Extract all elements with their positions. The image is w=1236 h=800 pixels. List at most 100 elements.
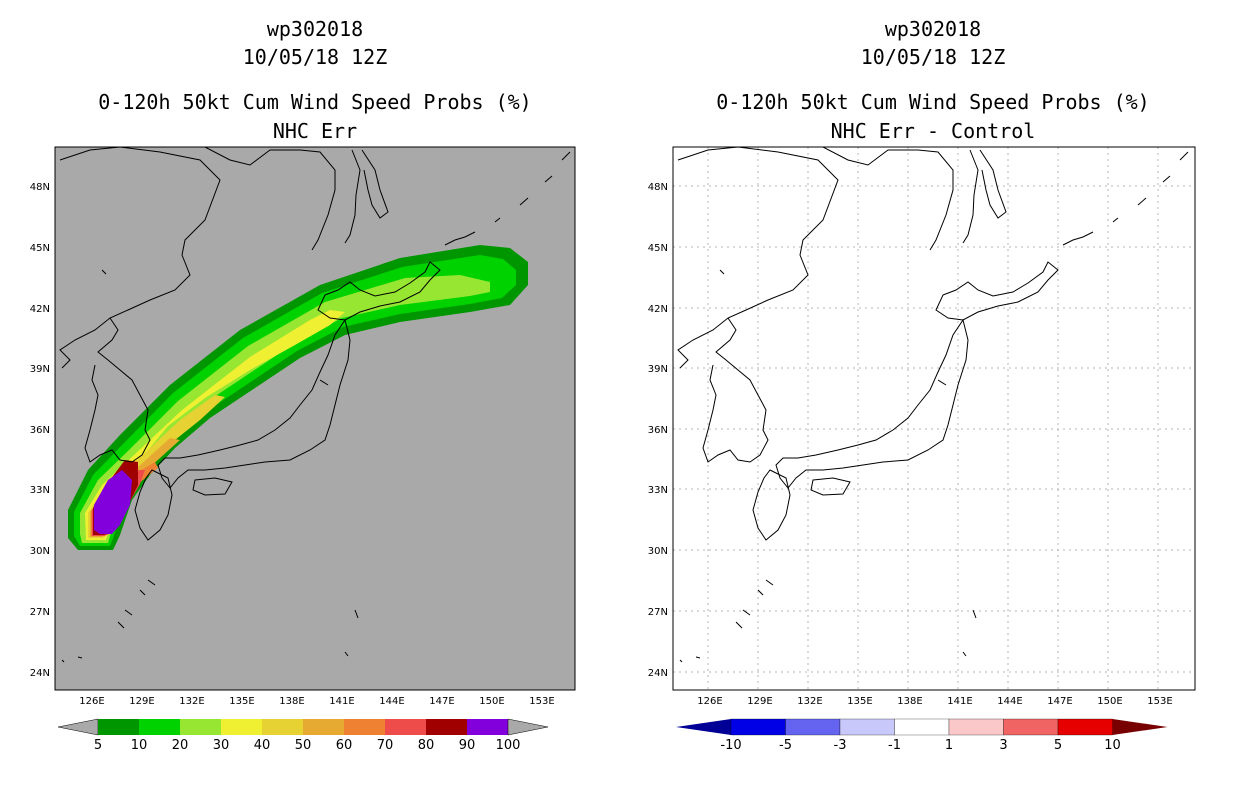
colorbar-swatch [344,719,385,735]
colorbar-swatch [180,719,221,735]
colorbar-label: 10 [131,738,148,753]
colorbar-label: 50 [295,738,312,753]
lon-tick-label: 132E [797,696,822,707]
lat-tick-label: 45N [648,243,668,254]
colorbar-label: -1 [888,738,901,753]
right-product-title: 0-120h 50kt Cum Wind Speed Probs (%) [716,90,1150,114]
colorbar-swatch [785,718,841,736]
right-storm-id: wp302018 [884,17,982,41]
lat-tick-label: 30N [648,546,668,557]
colorbar-swatch [98,719,139,735]
colorbar-swatch [262,719,303,735]
left-product-title: 0-120h 50kt Cum Wind Speed Probs (%) [98,90,532,114]
lat-tick-label: 27N [30,607,50,618]
lon-tick-label: 132E [179,696,204,707]
left-map-panel: 126E 129E 132E 135E 138E 141E 144E 147E 150E 153E… [30,146,576,753]
lon-tick-label: 150E [479,696,504,707]
left-map-frame [54,146,576,691]
lon-tick-label: 153E [529,696,554,707]
lon-tick-label: 144E [379,696,404,707]
lon-tick-label: 138E [279,696,304,707]
colorbar-label: 5 [94,738,102,753]
lat-tick-label: 39N [648,364,668,375]
colorbar-swatch [1057,718,1113,736]
colorbar-swatch [839,718,895,736]
colorbar-label: -10 [720,738,741,753]
lat-tick-label: 33N [648,485,668,496]
colorbar-label: 30 [213,738,230,753]
lon-tick-label: 129E [129,696,154,707]
lat-tick-label: 48N [648,182,668,193]
colorbar-label: 1 [945,738,953,753]
left-subtitle: NHC Err [272,119,358,143]
colorbar-low-end [676,719,731,735]
colorbar-label: 100 [496,738,521,753]
colorbar-low-end [57,718,99,736]
lon-tick-label: 135E [229,696,254,707]
right-subtitle: NHC Err - Control [830,119,1036,143]
colorbar-label: 60 [336,738,353,753]
lon-tick-label: 141E [947,696,972,707]
left-date: 10/05/18 12Z [242,45,388,69]
lon-tick-label: 126E [79,696,104,707]
lon-tick-label: 150E [1097,696,1122,707]
colorbar-swatch [385,719,426,735]
lat-tick-label: 24N [648,668,668,679]
lat-tick-label: 33N [30,485,50,496]
colorbar-swatch [303,719,344,735]
colorbar-swatch [467,719,508,735]
colorbar-label: -5 [779,738,792,753]
lon-tick-label: 153E [1147,696,1172,707]
lat-tick-label: 27N [648,607,668,618]
lat-tick-label: 39N [30,364,50,375]
lat-tick-label: 24N [30,668,50,679]
lon-tick-label: 141E [329,696,354,707]
lat-tick-label: 45N [30,243,50,254]
right-map-frame [672,146,1196,691]
right-axis-ticks: 126E 129E 132E 135E 138E 141E 144E 147E 150E 153E… [648,182,1173,707]
colorbar-swatch [426,719,467,735]
right-map-panel: 126E 129E 132E 135E 138E 141E 144E 147E 150E 153E… [648,146,1196,753]
colorbar-swatch [948,718,1004,736]
lon-tick-label: 147E [1047,696,1072,707]
lat-tick-label: 36N [648,425,668,436]
colorbar-swatch [139,719,180,735]
lat-tick-label: 36N [30,425,50,436]
colorbar-swatch [894,718,950,736]
lon-tick-label: 129E [747,696,772,707]
left-map-background [55,147,575,690]
lon-tick-label: 147E [429,696,454,707]
left-colorbar: 5 10 20 30 40 50 60 70 80 90 100 [57,718,549,753]
lat-tick-label: 30N [30,546,50,557]
colorbar-label: 3 [999,738,1007,753]
colorbar-label: 10 [1104,738,1121,753]
colorbar-swatch [1003,718,1059,736]
left-axis-ticks: 126E 129E 132E 135E 138E 141E 144E 147E 150E 153E… [30,182,555,707]
colorbar-label: 80 [418,738,435,753]
colorbar-label: 70 [377,738,394,753]
colorbar-label: -3 [834,738,847,753]
lat-tick-label: 42N [30,304,50,315]
lon-tick-label: 126E [697,696,722,707]
colorbar-label: 5 [1054,738,1062,753]
colorbar-high-end [507,718,549,736]
left-probability-swath [59,147,571,663]
colorbar-label: 20 [172,738,189,753]
right-colorbar: -10 -5 -3 -1 1 3 5 10 [676,718,1168,753]
lon-tick-label: 138E [897,696,922,707]
left-storm-id: wp302018 [266,17,364,41]
colorbar-swatch [221,719,262,735]
lat-tick-label: 48N [30,182,50,193]
right-date: 10/05/18 12Z [860,45,1006,69]
colorbar-swatch [730,718,786,736]
colorbar-high-end [1112,719,1168,735]
colorbar-label: 90 [459,738,476,753]
lat-tick-label: 42N [648,304,668,315]
lon-tick-label: 144E [997,696,1022,707]
swath-20pct [80,275,490,543]
swath-90pct [94,470,132,534]
lon-tick-label: 135E [847,696,872,707]
right-map-background [673,147,1195,690]
colorbar-label: 40 [254,738,271,753]
